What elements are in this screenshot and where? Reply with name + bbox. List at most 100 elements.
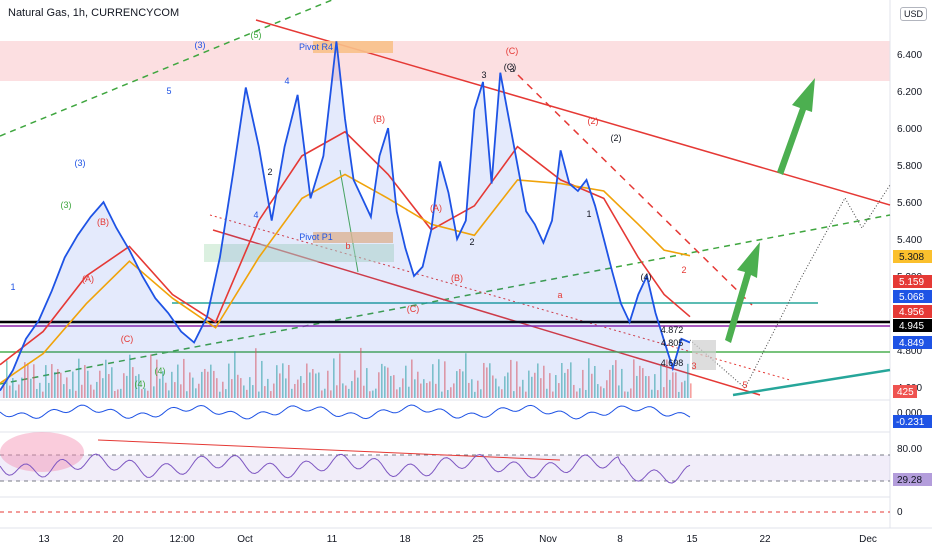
wave-label: (2) — [588, 116, 599, 126]
volume-bar — [387, 367, 389, 398]
oscillator-badge: -0.231 — [893, 415, 932, 428]
volume-bar — [621, 368, 623, 398]
volume-bar — [591, 373, 593, 398]
chart-title: Natural Gas, 1h, CURRENCYCOM — [8, 7, 180, 19]
wave-label: 4 — [253, 210, 258, 220]
volume-bar — [42, 391, 44, 398]
y-tick-label: 5.800 — [897, 161, 922, 172]
ma-line-0 — [0, 130, 691, 366]
volume-bar — [585, 389, 587, 398]
red-dotted-line — [209, 214, 791, 381]
volume-bar — [315, 373, 317, 398]
volume-bar — [450, 387, 452, 398]
wave-label: 2 — [681, 265, 686, 275]
y-tick-label: 6.000 — [897, 124, 922, 135]
volume-bar — [372, 390, 374, 398]
volume-bar — [24, 362, 26, 398]
wave-label: (B) — [97, 217, 109, 227]
oscillator-badge-value: -0.231 — [896, 417, 925, 428]
volume-bar — [132, 367, 134, 398]
volume-bar — [183, 358, 185, 398]
wave-label: (4) — [135, 379, 146, 389]
currency-label[interactable]: USD — [900, 7, 928, 21]
volume-bar — [147, 390, 149, 398]
volume-bar — [57, 368, 59, 398]
badge-bg — [893, 319, 932, 332]
volume-bar — [231, 379, 233, 398]
volume-bar — [492, 375, 494, 398]
volume-bar — [654, 374, 656, 398]
volume-bar — [639, 365, 641, 398]
volume-bar — [558, 383, 560, 398]
volume-bar — [225, 389, 227, 398]
volume-bar — [18, 384, 20, 398]
volume-bar — [366, 368, 368, 398]
volume-bar — [84, 364, 86, 398]
wave-label: 4.698 — [661, 358, 684, 368]
volume-bar — [60, 372, 62, 398]
volume-bar — [588, 358, 590, 398]
volume-bar — [189, 372, 191, 398]
price-badge: 4.849 — [893, 336, 932, 349]
teal-rising-line — [732, 368, 891, 397]
volume-bar — [375, 388, 377, 398]
volume-bar — [564, 372, 566, 398]
x-tick-label: 25 — [472, 534, 484, 545]
volume-bar — [159, 378, 161, 398]
wave-label: 3 — [509, 64, 514, 74]
volume-bar — [330, 390, 332, 398]
volume-bar — [477, 380, 479, 398]
rsi-line — [0, 453, 691, 484]
volume-bar — [666, 359, 668, 398]
volume-bar — [177, 364, 179, 398]
volume-bar — [318, 372, 320, 398]
volume-bar — [255, 348, 257, 398]
wave-label: (A) — [82, 274, 94, 284]
volume-bar — [507, 372, 509, 398]
volume-bar — [138, 374, 140, 398]
x-tick-label: 15 — [686, 534, 698, 545]
volume-bar — [603, 388, 605, 398]
volume-bar — [669, 379, 671, 398]
x-tick-label: 8 — [617, 534, 623, 545]
volume-bar — [660, 364, 662, 398]
volume-bar — [246, 389, 248, 398]
volume-bar — [324, 388, 326, 398]
volume-bar — [369, 391, 371, 398]
volume-bar — [582, 369, 584, 398]
volume-bar — [237, 374, 239, 398]
volume-bar — [516, 361, 518, 398]
rsi-divergence-line — [97, 439, 561, 461]
volume-bar — [336, 385, 338, 398]
wave-label: 5 — [166, 86, 171, 96]
volume-bar — [459, 369, 461, 398]
volume-bar — [630, 388, 632, 398]
volume-bar — [657, 390, 659, 398]
volume-bar — [279, 373, 281, 398]
badge-bg — [893, 290, 932, 303]
volume-bar — [594, 365, 596, 398]
volume-bar — [9, 385, 11, 398]
volume-bar — [321, 390, 323, 398]
volume-bar — [405, 365, 407, 398]
wave-label: 2 — [469, 237, 474, 247]
volume-bar — [111, 367, 113, 398]
volume-bar — [105, 359, 107, 398]
volume-bar — [210, 364, 212, 398]
volume-bar — [615, 360, 617, 398]
volume-bar — [462, 371, 464, 398]
wave-label: (2) — [611, 133, 622, 143]
volume-bar — [609, 369, 611, 398]
volume-bar — [627, 391, 629, 398]
wave-label: 4.872 — [661, 325, 684, 335]
rsi-highlight-ellipse — [0, 432, 84, 472]
volume-bar — [51, 364, 53, 398]
volume-bar — [549, 373, 551, 398]
volume-bar — [381, 363, 383, 398]
badge-value: 5.308 — [899, 252, 924, 263]
wave-label: (C) — [506, 46, 519, 56]
x-tick-label: 22 — [759, 534, 771, 545]
wave-label: (3) — [195, 40, 206, 50]
